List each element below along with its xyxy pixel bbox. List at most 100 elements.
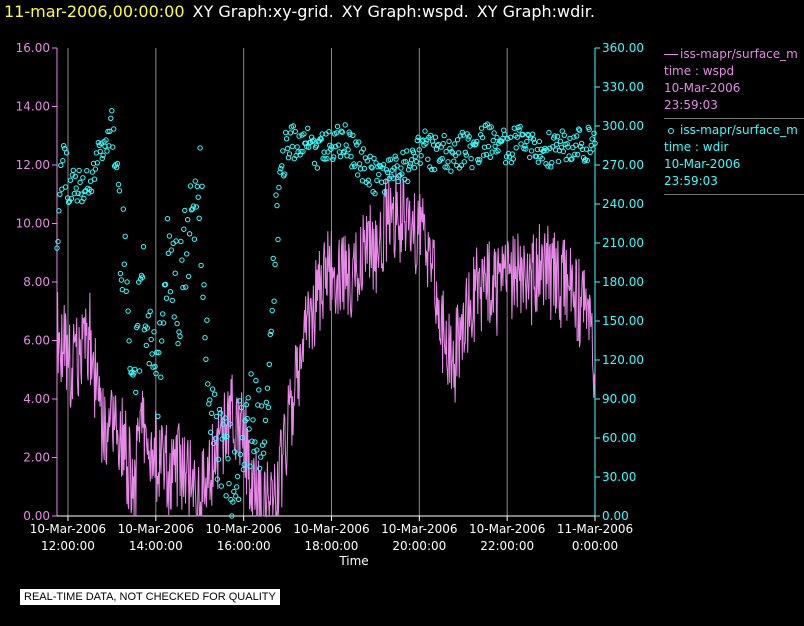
wdir-point (572, 151, 578, 158)
wdir-point (364, 158, 370, 164)
wdir-point (367, 153, 373, 160)
wspd-line (56, 166, 596, 518)
wdir-point (273, 192, 279, 198)
wdir-point (350, 132, 356, 139)
y-left-tick-label: 2.00 (23, 451, 50, 465)
wdir-point (468, 155, 474, 162)
wdir-point (524, 138, 530, 145)
wdir-point (444, 164, 450, 170)
wdir-point (266, 361, 272, 367)
wdir-point (269, 307, 275, 314)
wdir-point (591, 130, 597, 137)
wdir-point (252, 439, 258, 445)
wdir-point (546, 129, 552, 136)
wdir-point (148, 336, 154, 343)
wdir-point (280, 148, 286, 154)
wdir-point (208, 429, 214, 435)
y-left-tick-label: 4.00 (23, 392, 50, 406)
y-right-tick-label: 60.00 (602, 431, 636, 445)
wdir-point (73, 185, 79, 191)
wdir-point (412, 153, 418, 160)
wdir-point (136, 368, 143, 374)
wdir-point (463, 152, 469, 158)
wdir-point (274, 202, 280, 209)
wdir-point (168, 247, 175, 253)
wdir-point (283, 136, 290, 142)
wdir-point (244, 415, 250, 422)
wdir-point (473, 141, 479, 147)
wdir-point (256, 387, 262, 393)
wdir-point (353, 139, 359, 145)
wdir-point (335, 142, 342, 148)
wdir-point (318, 136, 324, 142)
wdir-point (59, 186, 65, 192)
wdir-point (210, 440, 217, 447)
wdir-point (153, 370, 159, 377)
wdir-point (520, 131, 526, 138)
wdir-point (225, 456, 231, 462)
x-tick-label-time: 12:00:00 (41, 539, 95, 553)
x-tick-label-time: 22:00:00 (480, 539, 534, 553)
wdir-point (145, 313, 152, 319)
wdir-point (476, 159, 482, 166)
wdir-point (574, 133, 580, 139)
wdir-point (429, 166, 435, 173)
wdir-point (445, 159, 451, 165)
wdir-point (393, 156, 399, 162)
wdir-point (175, 340, 181, 347)
wdir-point (243, 402, 250, 408)
x-tick-label-date: 10-Mar-2006 (381, 522, 457, 536)
y-left-tick-label: 10.00 (16, 217, 50, 231)
legend-entry-wspd: iss-mapr/surface_m time : wspd 10-Mar-20… (664, 46, 804, 119)
wdir-point (70, 167, 77, 174)
wdir-point (185, 273, 192, 280)
wdir-point (495, 148, 501, 154)
wdir-point (110, 144, 116, 150)
wdir-series (54, 108, 598, 519)
wdir-point (516, 127, 522, 133)
wdir-point (301, 131, 307, 137)
wdir-point (68, 195, 75, 202)
wdir-point (186, 231, 193, 237)
legend-entry-wdir: iss-mapr/surface_m time : wdir 10-Mar-20… (664, 122, 804, 195)
wdir-point (576, 126, 582, 132)
wdir-point (268, 328, 274, 334)
wdir-point (545, 163, 551, 169)
legend-time: 23:59:03 (664, 98, 718, 112)
wdir-point (226, 480, 232, 487)
wdir-point (88, 188, 95, 195)
wdir-point (147, 308, 153, 314)
wdir-point (75, 190, 81, 197)
wdir-point (479, 134, 486, 141)
wdir-point (398, 165, 404, 171)
wdir-point (212, 435, 219, 442)
wdir-point (503, 160, 509, 166)
wdir-point (205, 381, 211, 387)
wdir-point (356, 139, 362, 145)
x-tick-label-time: 14:00:00 (129, 539, 183, 553)
wdir-point (191, 236, 198, 242)
wdir-point (218, 483, 225, 489)
wdir-point (583, 146, 590, 152)
wdir-point (475, 156, 481, 163)
wdir-point (539, 156, 545, 162)
wdir-point (376, 171, 382, 178)
wdir-point (164, 216, 171, 222)
wdir-point (305, 125, 311, 132)
wdir-point (428, 132, 434, 139)
wdir-point (390, 175, 396, 181)
wdir-point (276, 184, 282, 191)
wdir-point (528, 148, 535, 154)
x-tick-label-date: 10-Mar-2006 (205, 522, 281, 536)
wdir-point (80, 175, 86, 181)
wdir-point (507, 134, 514, 141)
wdir-point (122, 233, 128, 240)
wdir-point (231, 488, 237, 495)
wdir-point (279, 163, 285, 169)
wdir-point (144, 325, 151, 331)
wdir-point (483, 151, 490, 158)
wdir-point (561, 132, 567, 139)
wdir-point (224, 433, 230, 440)
wdir-point (372, 190, 378, 197)
y-left-tick-label: 14.00 (16, 100, 50, 114)
